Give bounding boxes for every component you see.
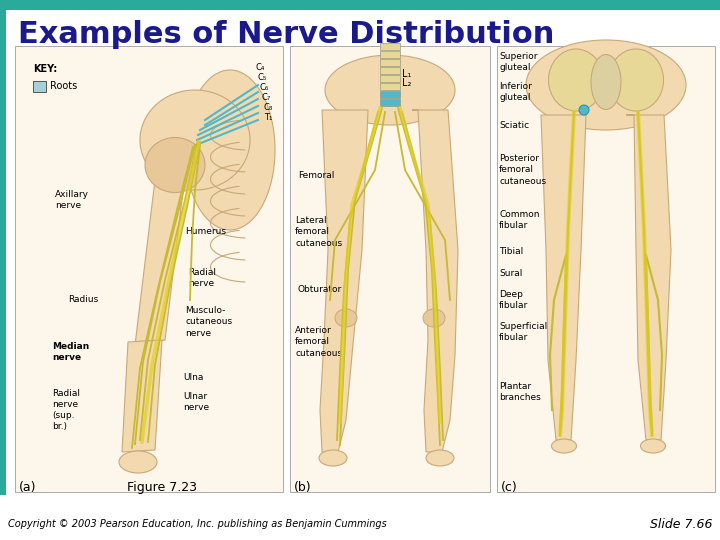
Text: Axillary
nerve: Axillary nerve bbox=[55, 190, 89, 210]
Bar bbox=[497, 46, 715, 492]
Text: C₆: C₆ bbox=[260, 84, 269, 92]
Text: Obturator: Obturator bbox=[298, 286, 342, 294]
Text: Lateral
femoral
cutaneous: Lateral femoral cutaneous bbox=[295, 217, 342, 248]
Text: Radial
nerve: Radial nerve bbox=[188, 268, 216, 288]
Text: C₄: C₄ bbox=[256, 64, 266, 72]
Text: Sural: Sural bbox=[499, 269, 523, 279]
Text: Slide 7.66: Slide 7.66 bbox=[649, 517, 712, 530]
Text: T₁: T₁ bbox=[264, 113, 272, 123]
Polygon shape bbox=[626, 115, 671, 440]
Bar bbox=[0, 0, 720, 10]
Text: Inferior
gluteal: Inferior gluteal bbox=[499, 82, 532, 102]
Text: Radial
nerve
(sup.
br.): Radial nerve (sup. br.) bbox=[52, 389, 80, 431]
Bar bbox=[380, 51, 400, 58]
Bar bbox=[0, 10, 6, 495]
Bar bbox=[380, 75, 400, 82]
Ellipse shape bbox=[119, 451, 157, 473]
Ellipse shape bbox=[319, 450, 347, 466]
Bar bbox=[380, 59, 400, 66]
Text: Ulnar
nerve: Ulnar nerve bbox=[183, 392, 209, 412]
Text: Figure 7.23: Figure 7.23 bbox=[127, 481, 197, 494]
Ellipse shape bbox=[140, 90, 250, 190]
Ellipse shape bbox=[335, 309, 357, 327]
Bar bbox=[15, 46, 283, 492]
Polygon shape bbox=[135, 175, 185, 345]
Bar bbox=[380, 67, 400, 74]
Polygon shape bbox=[122, 340, 162, 452]
Text: Examples of Nerve Distribution: Examples of Nerve Distribution bbox=[18, 20, 554, 49]
Ellipse shape bbox=[549, 49, 603, 111]
Text: Femoral: Femoral bbox=[298, 171, 334, 179]
Text: Median
nerve: Median nerve bbox=[52, 342, 89, 362]
Bar bbox=[290, 46, 490, 492]
Ellipse shape bbox=[608, 49, 664, 111]
Ellipse shape bbox=[423, 309, 445, 327]
Text: Radius: Radius bbox=[68, 295, 98, 305]
Bar bbox=[380, 91, 400, 98]
Text: L₁: L₁ bbox=[402, 69, 411, 79]
Ellipse shape bbox=[325, 55, 455, 125]
Bar bbox=[380, 99, 400, 106]
Text: Humerus: Humerus bbox=[185, 227, 226, 237]
Text: (b): (b) bbox=[294, 481, 312, 494]
Text: Ulna: Ulna bbox=[183, 373, 203, 381]
Ellipse shape bbox=[185, 70, 275, 230]
Text: C₅: C₅ bbox=[258, 73, 267, 83]
Text: C₇: C₇ bbox=[262, 93, 271, 103]
Text: Roots: Roots bbox=[50, 81, 77, 91]
Circle shape bbox=[579, 105, 589, 115]
Text: (a): (a) bbox=[19, 481, 37, 494]
Ellipse shape bbox=[552, 439, 577, 453]
Text: Anterior
femoral
cutaneous: Anterior femoral cutaneous bbox=[295, 326, 342, 357]
Polygon shape bbox=[320, 110, 368, 452]
Text: KEY:: KEY: bbox=[33, 64, 58, 74]
Polygon shape bbox=[541, 115, 586, 440]
Text: Sciatic: Sciatic bbox=[499, 120, 529, 130]
Text: Copyright © 2003 Pearson Education, Inc. publishing as Benjamin Cummings: Copyright © 2003 Pearson Education, Inc.… bbox=[8, 519, 387, 529]
Text: Common
fibular: Common fibular bbox=[499, 210, 539, 230]
Ellipse shape bbox=[526, 40, 686, 130]
Ellipse shape bbox=[641, 439, 665, 453]
Text: Deep
fibular: Deep fibular bbox=[499, 290, 528, 310]
Text: Plantar
branches: Plantar branches bbox=[499, 382, 541, 402]
Polygon shape bbox=[412, 110, 458, 452]
Text: Superior
gluteal: Superior gluteal bbox=[499, 52, 538, 72]
Text: C₈: C₈ bbox=[263, 104, 272, 112]
Text: Tibial: Tibial bbox=[499, 247, 523, 256]
Text: Superficial
fibular: Superficial fibular bbox=[499, 322, 547, 342]
Text: Posterior
femoral
cutaneous: Posterior femoral cutaneous bbox=[499, 154, 546, 186]
Text: (c): (c) bbox=[501, 481, 518, 494]
Text: Musculo-
cutaneous
nerve: Musculo- cutaneous nerve bbox=[185, 306, 232, 338]
Ellipse shape bbox=[145, 138, 205, 192]
Ellipse shape bbox=[591, 55, 621, 110]
Ellipse shape bbox=[426, 450, 454, 466]
Bar bbox=[33, 81, 46, 92]
Text: L₂: L₂ bbox=[402, 78, 411, 88]
Bar bbox=[380, 43, 400, 50]
Bar bbox=[380, 83, 400, 90]
